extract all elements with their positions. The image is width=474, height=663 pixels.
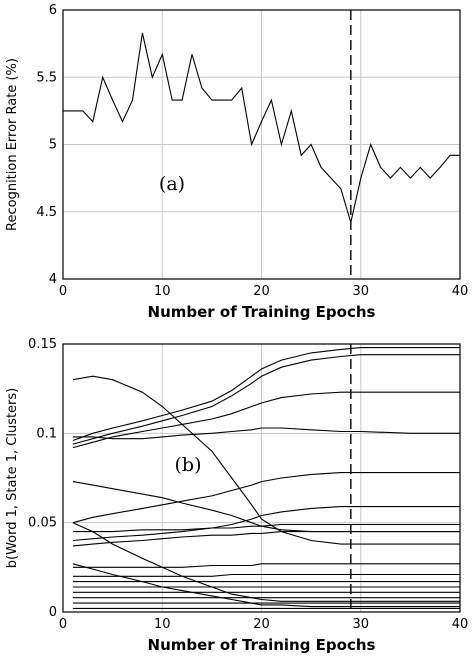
x-tick-label: 20 [253, 284, 270, 299]
y-tick-label: 6 [49, 3, 57, 18]
series-line-7 [72, 472, 460, 524]
panel-a-y-tick-labels: 4 4.5 5 5.5 6 [36, 3, 57, 287]
series-line-14 [72, 573, 460, 577]
y-tick-label: 4.5 [36, 205, 57, 220]
x-tick-label: 30 [352, 284, 369, 299]
panel-a-x-axis-title: Number of Training Epochs [148, 303, 376, 321]
x-tick-label: 10 [154, 284, 171, 299]
panel-b-y-axis-title: b(Word 1, State 1, Clusters) [5, 388, 20, 568]
x-tick-label: 0 [59, 284, 67, 299]
x-tick-label: 30 [352, 617, 369, 632]
panel-b: 0 10 20 30 40 0 0.05 0.1 0.15 Number of Trainin… [5, 337, 468, 654]
y-tick-label: 0.15 [28, 337, 57, 352]
y-tick-label: 0.1 [36, 426, 57, 441]
series-line-11 [72, 522, 460, 602]
series-line-1 [63, 32, 460, 225]
panel-a-y-axis-title: Recognition Error Rate (%) [5, 58, 20, 231]
series-line-9 [72, 523, 460, 533]
series-line-5 [72, 427, 460, 440]
panel-b-grid [63, 344, 460, 612]
panel-b-series-group [72, 347, 460, 609]
y-tick-label: 0.05 [28, 516, 57, 531]
series-line-2 [72, 347, 460, 442]
y-tick-label: 4 [49, 272, 57, 287]
y-tick-label: 0 [49, 605, 57, 620]
series-line-13 [72, 563, 460, 568]
series-line-4 [72, 391, 460, 449]
x-tick-label: 0 [59, 617, 67, 632]
panel-a: 0 10 20 30 40 4 4.5 5 5.5 6 Number of Training E… [5, 3, 468, 321]
series-line-8 [72, 506, 460, 542]
x-tick-label: 40 [452, 284, 469, 299]
y-tick-label: 5.5 [36, 70, 57, 85]
y-tick-label: 5 [49, 138, 57, 153]
panel-a-grid [63, 10, 460, 279]
series-line-3 [72, 354, 460, 445]
panel-b-frame [62, 343, 461, 613]
panel-b-x-axis-title: Number of Training Epochs [148, 636, 376, 654]
panel-b-y-tick-labels: 0 0.05 0.1 0.15 [28, 337, 57, 620]
panel-a-series-group [63, 32, 460, 225]
panel-a-x-tick-labels: 0 10 20 30 40 [59, 284, 468, 299]
panel-a-frame [62, 9, 461, 280]
x-tick-label: 40 [452, 617, 469, 632]
panel-b-x-tick-labels: 0 10 20 30 40 [59, 617, 468, 632]
panel-a-label: (a) [159, 173, 185, 195]
x-tick-label: 10 [154, 617, 171, 632]
panel-b-label: (b) [175, 454, 202, 476]
x-tick-label: 20 [253, 617, 270, 632]
